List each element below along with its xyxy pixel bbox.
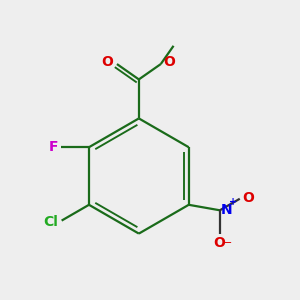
Text: Cl: Cl — [43, 215, 58, 230]
Text: N: N — [220, 202, 232, 217]
Text: +: + — [229, 197, 237, 207]
Text: −: − — [223, 238, 233, 248]
Text: O: O — [242, 191, 254, 205]
Text: O: O — [102, 55, 114, 69]
Text: O: O — [163, 55, 175, 69]
Text: O: O — [213, 236, 225, 250]
Text: F: F — [49, 140, 58, 154]
